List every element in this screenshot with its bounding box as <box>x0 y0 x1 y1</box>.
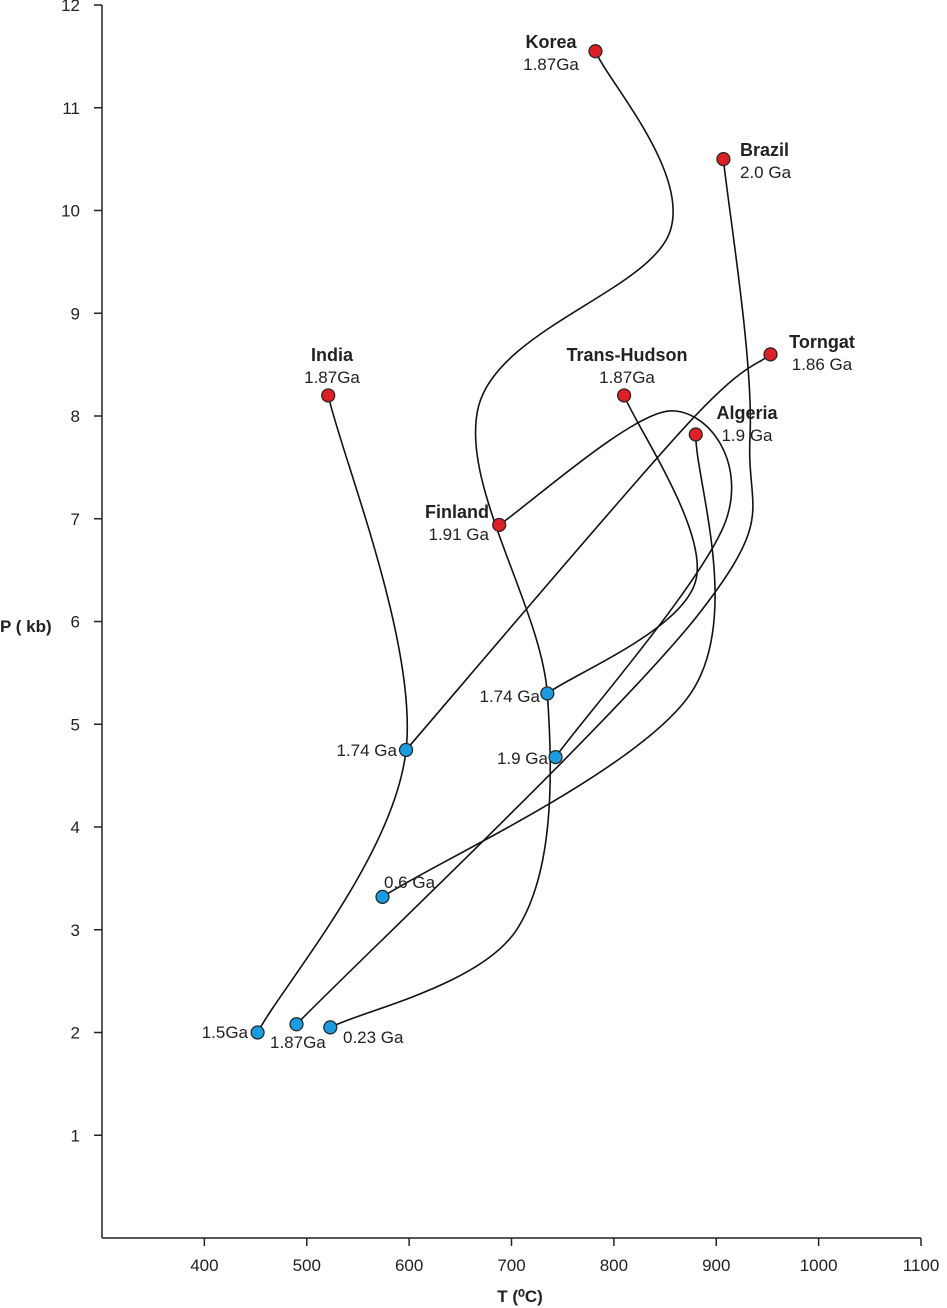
path-torngat <box>405 353 772 751</box>
start-point-brazil <box>716 152 731 167</box>
end-label-finland: 1.9 Ga <box>497 749 549 768</box>
end-point-torngat <box>398 742 414 758</box>
start-point-trans-hudson <box>617 388 632 403</box>
end-point-algeria <box>375 889 390 904</box>
path-trans-hudson <box>546 395 699 695</box>
x-tick-label: 700 <box>497 1256 525 1275</box>
path-algeria <box>382 434 716 898</box>
ticks: 400 500 600 700 800 900 1000 110012345678910111… <box>61 0 939 1275</box>
end-point-korea <box>323 1020 338 1035</box>
end-label-trans-hudson: 1.74 Ga <box>480 687 541 706</box>
end-label-algeria: 0.6 Ga <box>384 873 436 892</box>
x-axis-title: T (⁰C) <box>497 1287 543 1306</box>
y-tick-label: 4 <box>71 818 80 837</box>
axes <box>101 5 921 1239</box>
site-age-torngat: 1.86 Ga <box>792 355 853 374</box>
end-point-brazil <box>289 1017 304 1032</box>
site-age-korea: 1.87Ga <box>523 55 579 74</box>
start-point-torngat <box>763 347 778 362</box>
y-tick-label: 1 <box>71 1126 80 1145</box>
x-tick-label: 400 <box>190 1256 218 1275</box>
site-name-finland: Finland <box>425 502 489 522</box>
y-tick-label: 3 <box>71 921 80 940</box>
path-brazil <box>295 159 754 1025</box>
x-tick-label: 1000 <box>800 1256 838 1275</box>
site-age-india: 1.87Ga <box>304 368 360 387</box>
x-tick-label: 800 <box>600 1256 628 1275</box>
y-tick-label: 5 <box>71 715 80 734</box>
site-name-trans-hudson: Trans-Hudson <box>566 345 687 365</box>
y-tick-label: 7 <box>71 510 80 529</box>
end-label-india: 1.5Ga <box>202 1023 249 1042</box>
end-label-korea: 0.23 Ga <box>343 1028 404 1047</box>
site-age-brazil: 2.0 Ga <box>740 163 792 182</box>
point-labels: Korea 1.87Ga 0.23 Ga Brazil 2.0 Ga 1.87Ga Torn… <box>202 32 855 1052</box>
y-tick-label: 9 <box>71 304 80 323</box>
x-tick-label: 1100 <box>903 1256 940 1275</box>
start-point-finland <box>492 517 507 533</box>
path-korea <box>329 50 674 1029</box>
start-point-algeria <box>688 427 703 442</box>
site-age-finland: 1.91 Ga <box>429 525 490 544</box>
y-axis-title: P ( kb) <box>0 617 52 636</box>
end-label-torngat: 1.74 Ga <box>337 741 398 760</box>
site-name-india: India <box>311 345 354 365</box>
end-point-india <box>250 1025 265 1040</box>
start-point-india <box>321 388 336 403</box>
site-name-algeria: Algeria <box>716 403 778 423</box>
end-point-trans-hudson <box>540 686 555 701</box>
site-name-torngat: Torngat <box>789 332 855 352</box>
y-tick-label: 10 <box>61 202 80 221</box>
y-tick-label: 11 <box>62 99 80 118</box>
y-tick-label: 2 <box>71 1024 80 1043</box>
y-tick-label: 6 <box>71 613 80 632</box>
x-tick-label: 900 <box>702 1256 730 1275</box>
end-label-brazil: 1.87Ga <box>270 1033 326 1052</box>
pt-paths <box>256 50 772 1033</box>
site-name-korea: Korea <box>525 32 577 52</box>
site-name-brazil: Brazil <box>740 140 789 160</box>
y-tick-label: 12 <box>61 0 80 15</box>
pt-points <box>250 44 778 1040</box>
end-point-finland <box>548 750 563 765</box>
x-tick-label: 600 <box>395 1256 423 1275</box>
site-age-algeria: 1.9 Ga <box>721 426 773 445</box>
y-tick-label: 8 <box>71 407 80 426</box>
start-point-korea <box>588 44 603 59</box>
site-age-trans-hudson: 1.87Ga <box>599 368 655 387</box>
path-finland <box>498 410 733 758</box>
x-tick-label: 500 <box>293 1256 321 1275</box>
